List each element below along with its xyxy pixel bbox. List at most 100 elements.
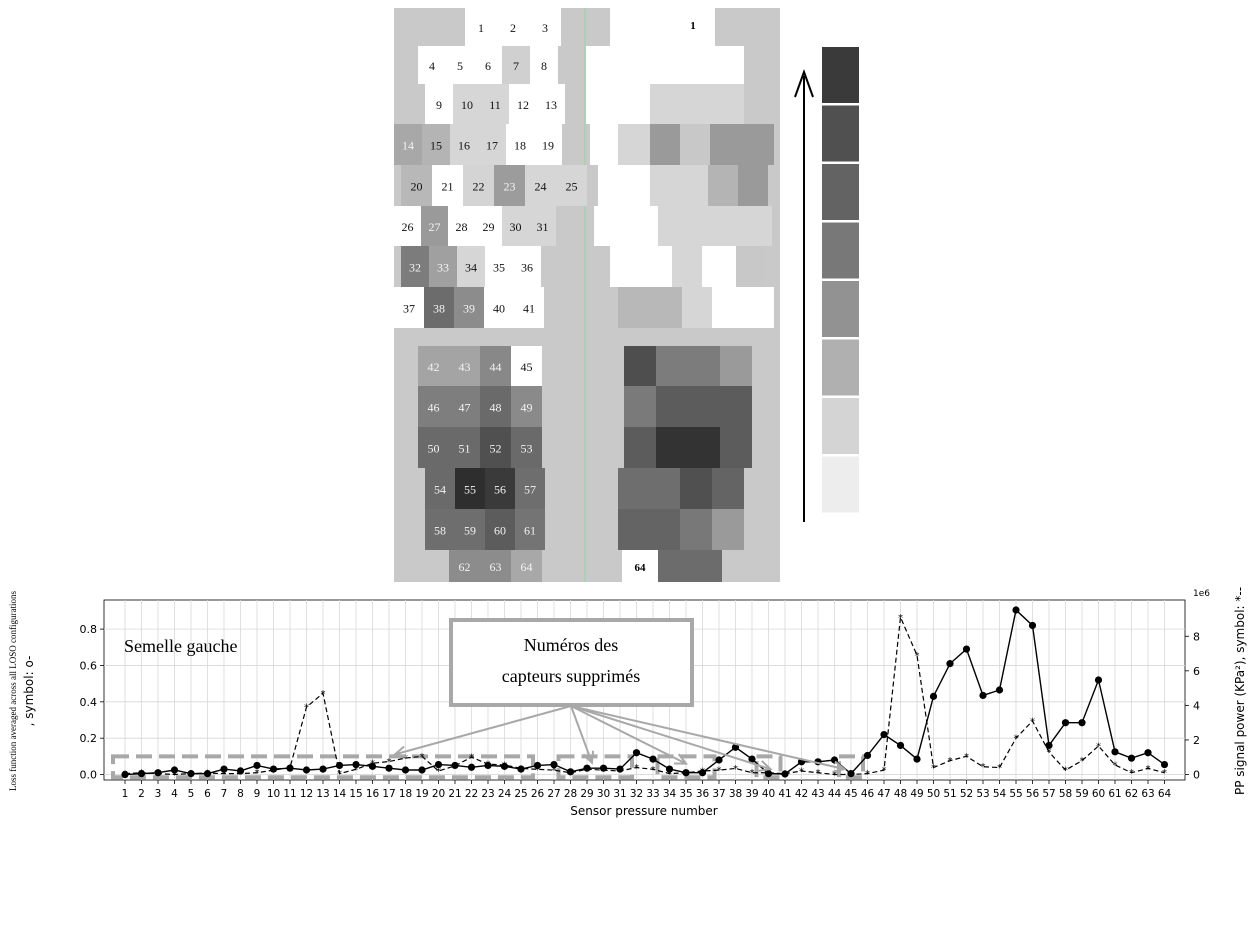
heatmap-cell-37 xyxy=(394,287,424,328)
x-tick-label-52: 52 xyxy=(960,788,973,800)
heatmap-label-18: 18 xyxy=(514,139,526,153)
loss-point-16 xyxy=(368,762,377,770)
loss-point-49 xyxy=(913,755,921,763)
heatmap-cell-3 xyxy=(529,8,561,46)
heatmap-label-10: 10 xyxy=(461,98,473,112)
pp-signal-point-22: * xyxy=(469,753,474,764)
loss-point-37 xyxy=(715,756,723,764)
pp-signal-point-17: * xyxy=(387,757,392,768)
heatmap-cell-50 xyxy=(418,427,449,468)
color-scale-swatch-6 xyxy=(822,339,859,396)
loss-point-46 xyxy=(863,751,872,760)
intensity-arrow xyxy=(794,69,814,522)
x-tick-label-23: 23 xyxy=(481,788,494,800)
right-insole-block-22 xyxy=(712,287,774,328)
pp-signal-point-34: * xyxy=(667,769,672,780)
x-tick-label-6: 6 xyxy=(204,788,211,800)
loss-point-57 xyxy=(1045,741,1053,750)
loss-point-14 xyxy=(335,761,344,770)
heatmap-cell-5 xyxy=(446,46,474,84)
color-scale-swatch-7 xyxy=(822,398,859,454)
x-tick-label-41: 41 xyxy=(778,788,791,800)
x-tick-label-9: 9 xyxy=(254,788,261,800)
heatmap-label-62: 62 xyxy=(459,560,471,574)
left-y-ticks: 0.0 0.2 0.4 0.6 0.8 xyxy=(80,623,104,782)
right-insole-label-1: 1 xyxy=(690,20,696,32)
loss-point-64 xyxy=(1160,760,1169,769)
heatmap-cell-41 xyxy=(514,287,544,328)
loss-point-45 xyxy=(847,770,855,778)
heatmap-label-61: 61 xyxy=(524,524,536,538)
x-tick-label-27: 27 xyxy=(547,788,560,800)
removed-sensor-box-4 xyxy=(754,754,783,780)
loss-point-63 xyxy=(1144,749,1152,757)
heatmap-cell-38 xyxy=(424,287,454,328)
heatmap-label-48: 48 xyxy=(490,401,502,415)
x-tick-label-2: 2 xyxy=(138,788,145,800)
x-tick-label-38: 38 xyxy=(729,788,742,800)
callout-box xyxy=(449,618,694,707)
heatmap-cell-8 xyxy=(530,46,558,84)
loss-point-38 xyxy=(731,743,740,751)
right-insole-block-17 xyxy=(672,246,702,287)
loss-point-23 xyxy=(484,761,492,770)
loss-point-12 xyxy=(302,766,311,774)
pp-signal-point-9: * xyxy=(255,768,260,779)
heatmap-label-42: 42 xyxy=(428,360,440,374)
pp-signal-point-52: * xyxy=(964,752,969,763)
x-tick-label-17: 17 xyxy=(382,788,395,800)
heatmap-cell-10 xyxy=(453,84,481,124)
heatmap-label-11: 11 xyxy=(489,98,501,112)
x-tick-label-29: 29 xyxy=(580,788,593,800)
pp-signal-point-4: * xyxy=(172,770,177,781)
loss-point-27 xyxy=(550,760,558,769)
right-insole-block-10 xyxy=(598,165,650,206)
pp-signal-point-60: * xyxy=(1096,741,1101,752)
heatmap-label-29: 29 xyxy=(483,220,495,234)
heatmap-cell-52 xyxy=(480,427,511,468)
x-tick-label-53: 53 xyxy=(976,788,989,800)
loss-point-2 xyxy=(137,770,146,778)
right-tick-label-2: 2 xyxy=(1193,734,1200,747)
pp-signal-point-51: * xyxy=(948,756,953,767)
heatmap-label-3: 3 xyxy=(542,21,548,35)
right-insole-block-32 xyxy=(680,468,712,509)
heatmap-cell-44 xyxy=(480,346,511,386)
loss-point-36 xyxy=(698,769,707,777)
heatmap-label-57: 57 xyxy=(524,483,536,497)
loss-point-34 xyxy=(665,765,674,773)
loss-point-24 xyxy=(500,762,509,770)
x-tick-label-21: 21 xyxy=(448,788,461,800)
pp-signal-point-33: * xyxy=(651,765,656,776)
callout-arrowhead-3 xyxy=(673,753,689,765)
callout-arrow-3 xyxy=(570,705,687,765)
heatmap-label-12: 12 xyxy=(517,98,529,112)
loss-point-39 xyxy=(748,755,756,763)
loss-point-21 xyxy=(451,761,459,770)
x-tick-label-28: 28 xyxy=(564,788,577,800)
x-tick-label-22: 22 xyxy=(465,788,478,800)
right-insole-label-64: 64 xyxy=(635,562,647,574)
right-insole-block-21 xyxy=(682,287,712,328)
left-tick-label-0.2: 0.2 xyxy=(80,732,98,745)
right-tick-label-4: 4 xyxy=(1193,699,1200,712)
x-tick-label-47: 47 xyxy=(877,788,890,800)
loss-point-18 xyxy=(401,766,410,774)
heatmap-cell-61 xyxy=(515,509,545,550)
heatmap-cell-28 xyxy=(448,206,475,246)
heatmap-label-64: 64 xyxy=(521,560,533,574)
pp-signal-point-32: * xyxy=(634,763,639,774)
x-tick-label-37: 37 xyxy=(712,788,725,800)
removed-sensor-boxes xyxy=(111,754,865,780)
left-tick-label-0.4: 0.4 xyxy=(80,696,98,709)
heatmap-cell-31 xyxy=(529,206,556,246)
loss-point-9 xyxy=(253,761,261,770)
x-tick-label-44: 44 xyxy=(828,788,842,800)
heatmap-cell-60 xyxy=(485,509,515,550)
heatmap-label-38: 38 xyxy=(433,302,445,316)
right-insole-block-26 xyxy=(624,386,656,427)
x-tick-label-49: 49 xyxy=(910,788,923,800)
loss-point-22 xyxy=(467,763,476,771)
pp-signal-point-13: * xyxy=(321,689,326,700)
right-insole-block-8 xyxy=(680,124,710,165)
